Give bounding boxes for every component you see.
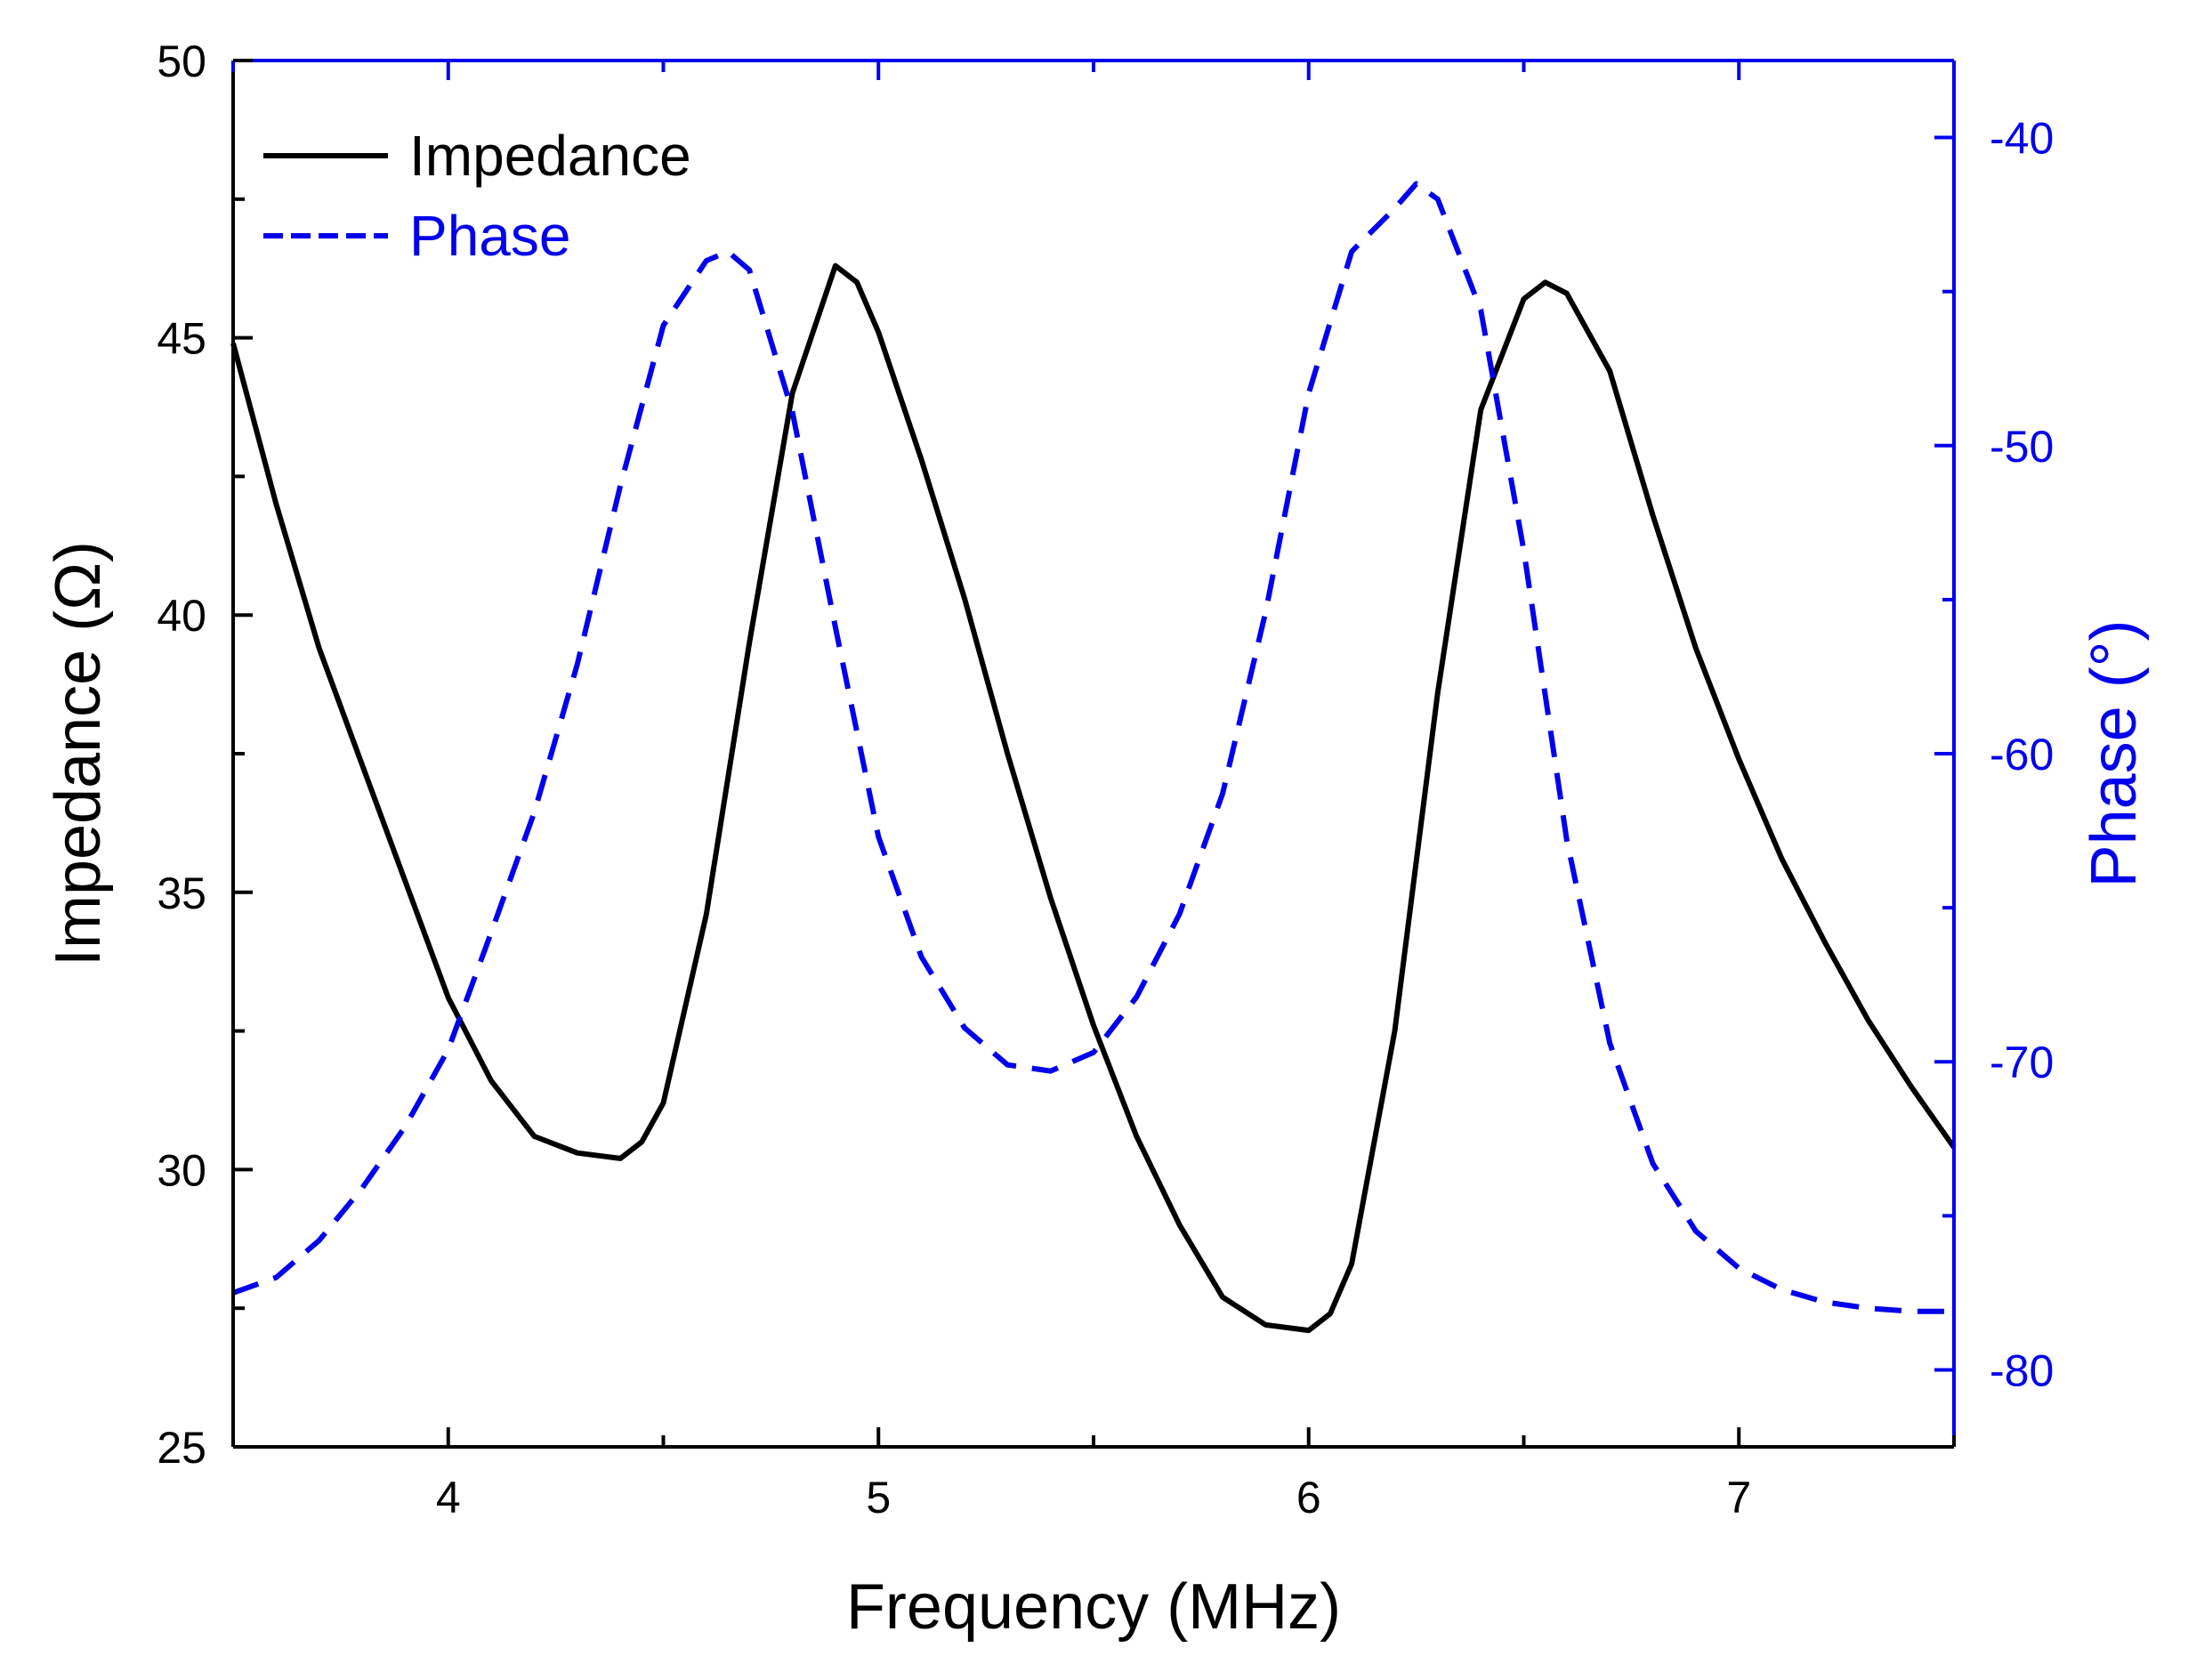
y-axis-title: Impedance (Ω)	[43, 541, 114, 966]
y2-tick-label: -50	[1990, 422, 2054, 472]
y-tick-label: 50	[157, 36, 206, 86]
y2-tick-label: -80	[1990, 1345, 2054, 1395]
series-line-impedance	[230, 262, 1957, 1334]
x-tick-label: 5	[866, 1473, 891, 1522]
x-tick-label: 7	[1726, 1473, 1751, 1522]
axes-layer: 4 5 6 7253035404550-80-70-60-50-40Frequency…	[43, 36, 2150, 1643]
y-tick-label: 40	[157, 591, 206, 641]
y-tick-label: 35	[157, 868, 206, 918]
y-tick-label: 25	[157, 1423, 206, 1473]
legend-label-phase: Phase	[409, 204, 570, 268]
legend-label-impedance: Impedance	[409, 124, 691, 188]
y-tick-label: 30	[157, 1145, 206, 1195]
y-tick-label: 45	[157, 314, 206, 364]
x-axis-title: Frequency (MHz)	[846, 1571, 1341, 1643]
series-layer	[230, 181, 1957, 1334]
y2-tick-label: -70	[1990, 1038, 2054, 1087]
series-line-phase	[231, 181, 1954, 1314]
y2-axis-title: Phase (°)	[2079, 620, 2150, 888]
x-tick-label: 6	[1296, 1473, 1321, 1522]
legend: Impedance Phase	[263, 124, 691, 268]
y2-tick-label: -40	[1990, 114, 2054, 164]
y2-tick-label: -60	[1990, 730, 2054, 779]
x-tick-label: 4	[436, 1473, 461, 1522]
